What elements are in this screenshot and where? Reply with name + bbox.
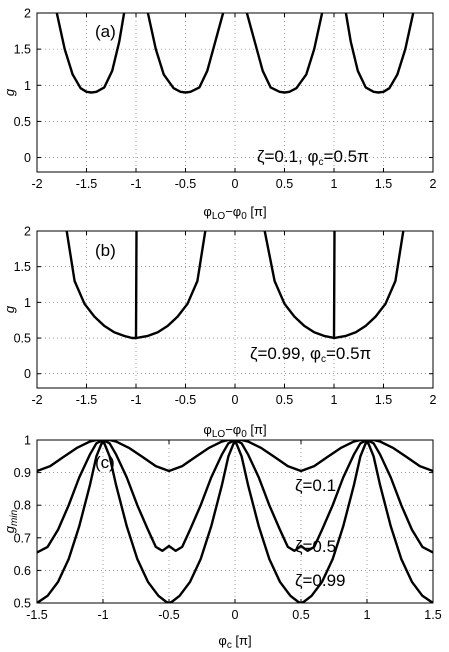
x-tick-label: 1	[331, 177, 338, 191]
y-tick-label: 0.9	[14, 466, 31, 480]
x-tick-label: -1.5	[76, 393, 98, 407]
x-tick-label: 0.5	[276, 177, 293, 191]
x-tick-label: 2	[430, 177, 437, 191]
series-line-4	[334, 231, 405, 340]
panel-label: (c)	[95, 453, 115, 472]
x-tick-label: 1	[331, 393, 338, 407]
x-axis-label: φc [π]	[218, 633, 251, 651]
x-tick-label: -1.5	[26, 608, 48, 622]
x-axis-label: φLO−φ0 [π]	[203, 204, 266, 222]
series-line-1	[65, 231, 138, 340]
y-tick-label: 0	[24, 367, 31, 381]
panel-label: (a)	[95, 22, 116, 41]
y-tick-label: 0.7	[14, 531, 31, 545]
curve-label: ζ=0.99	[295, 571, 346, 590]
x-tick-label: -1	[130, 393, 141, 407]
x-tick-label: 0.5	[292, 608, 309, 622]
series-line-2	[136, 231, 207, 340]
x-tick-label: 0.5	[276, 393, 293, 407]
series-line-3	[245, 13, 324, 94]
x-axis-label: φLO−φ0 [π]	[203, 422, 266, 440]
x-tick-label: -1	[97, 608, 108, 622]
x-tick-label: 1.5	[375, 177, 392, 191]
series-line-4	[344, 13, 415, 94]
series-line-3	[37, 440, 433, 603]
panel-label: (b)	[95, 241, 116, 260]
chart-panel-3: -1.5 -1 -0.5 0 0.5 1 1.5 0.5 0.6 0.7 0.8 0.9 1 φc [π]…	[2, 434, 442, 652]
y-tick-label: 0.5	[14, 115, 31, 129]
y-tick-label: 0.5	[14, 332, 31, 346]
x-tick-label: -2	[31, 393, 42, 407]
y-tick-label: 0.5	[14, 597, 31, 611]
x-tick-label: 0	[232, 393, 239, 407]
chart-panel-1: -2 -1.5 -1 -0.5 0 0.5 1 1.5 2 0 0.5 1 1.5 2 φLO−φ0 [π]…	[2, 7, 437, 223]
x-tick-label: -0.5	[158, 608, 180, 622]
x-tick-label: 1.5	[375, 393, 392, 407]
y-axis-label: g	[2, 305, 17, 313]
chart-panel-2: -2 -1.5 -1 -0.5 0 0.5 1 1.5 2 0 0.5 1 1.5 2 φLO−φ0 [π]…	[2, 225, 437, 441]
curve-label: ζ=0.5	[295, 537, 336, 556]
series-line-1	[55, 13, 126, 94]
parameter-annotation: ζ=0.99, φc=0.5π	[250, 344, 371, 365]
x-tick-label: -0.5	[175, 393, 197, 407]
y-tick-label: 1.5	[14, 260, 31, 274]
curve-label: ζ=0.1	[295, 476, 336, 495]
x-tick-label: 0	[232, 608, 239, 622]
y-tick-label: 0.6	[14, 564, 31, 578]
x-tick-label: -1	[130, 177, 141, 191]
y-axis-label: g	[2, 88, 17, 96]
x-tick-label: 1.5	[424, 608, 441, 622]
x-tick-label: -0.5	[175, 177, 197, 191]
y-tick-label: 1.5	[14, 43, 31, 57]
y-tick-label: 2	[24, 7, 31, 21]
parameter-annotation: ζ=0.1, φc=0.5π	[257, 147, 369, 168]
series-line-2	[146, 13, 225, 94]
y-tick-label: 1	[24, 296, 31, 310]
series-line-2	[37, 440, 433, 554]
x-tick-label: 0	[232, 177, 239, 191]
y-tick-label: 0.8	[14, 499, 31, 513]
y-tick-label: 1	[24, 79, 31, 93]
y-tick-label: 2	[24, 225, 31, 239]
series-line-3	[263, 231, 336, 340]
y-tick-label: 0	[24, 151, 31, 165]
x-tick-label: -2	[31, 177, 42, 191]
y-axis-label: gmin	[2, 509, 20, 533]
y-tick-label: 1	[24, 434, 31, 448]
x-tick-label: 1	[364, 608, 371, 622]
x-tick-label: -1.5	[76, 177, 98, 191]
x-tick-label: 2	[430, 393, 437, 407]
